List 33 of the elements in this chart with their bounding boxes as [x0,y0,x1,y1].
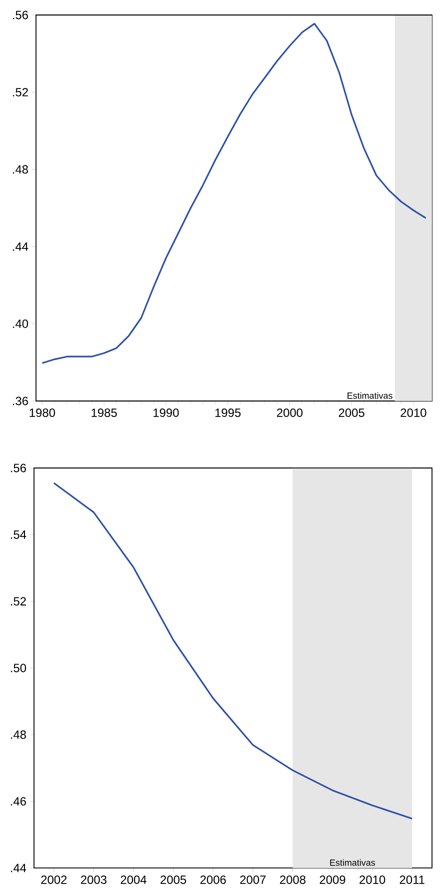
x-tick-label: 2002 [41,875,67,884]
y-tick-label: .40 [12,320,28,328]
y-tick-label: .56 [12,10,28,20]
x-tick-label: 2005 [338,408,364,417]
x-tick-label: 2007 [240,875,266,884]
y-tick-label: .46 [10,797,26,806]
y-tick-label: .50 [10,664,26,672]
y-tick-label: .56 [10,464,26,472]
y-tick-label: .44 [12,242,28,251]
y-tick-label: .48 [10,730,26,739]
x-tick-label: 2005 [160,875,186,884]
line-series [53,482,413,820]
band-label: Estimativas [330,859,375,866]
x-tick-label: 1980 [30,408,56,417]
y-tick-label: .48 [12,165,28,174]
band-label: Estimativas [348,392,392,399]
x-tick-label: 2009 [320,875,346,884]
x-tick-label: 1995 [215,408,241,417]
x-tick-label: 2006 [200,875,226,884]
y-tick-label: .54 [10,530,26,539]
x-tick-label: 2010 [360,875,386,884]
x-tick-label: 2011 [400,875,424,884]
y-tick-label: .44 [10,864,26,872]
y-tick-label: .52 [12,88,28,96]
x-tick-label: 2004 [120,875,146,884]
x-tick-label: 2008 [280,875,306,884]
x-tick-label: 2003 [80,875,106,884]
y-tick-label: .36 [12,396,28,406]
y-tick-label: .52 [10,597,26,606]
x-tick-label: 2010 [400,408,426,417]
x-tick-label: 1985 [92,408,117,417]
x-tick-label: 2000 [276,408,303,417]
x-tick-label: 1990 [154,408,179,417]
